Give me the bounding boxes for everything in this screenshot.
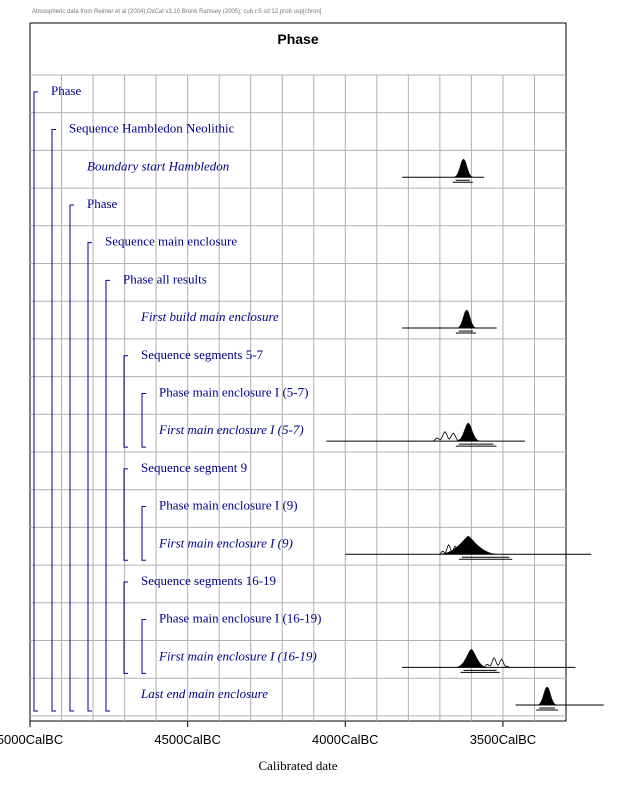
x-tick-label: 4000CalBC: [312, 732, 379, 747]
phase-bracket: [105, 279, 110, 712]
phase-bracket: [123, 355, 128, 448]
row-label: Sequence Hambledon Neolithic: [69, 121, 235, 136]
row-label: Phase main enclosure I (9): [159, 498, 298, 513]
phase-bracket: [123, 468, 128, 561]
phase-bracket: [69, 204, 74, 712]
phase-bracket: [51, 129, 56, 712]
row-label: Sequence segments 5-7: [141, 347, 264, 362]
row-label: Phase all results: [123, 271, 207, 286]
x-tick-label: 5000CalBC: [0, 732, 63, 747]
phase-bracket: [141, 506, 146, 561]
x-tick-label: 4500CalBC: [154, 732, 221, 747]
row-label: First build main enclosure: [140, 309, 279, 324]
phase-bracket: [87, 242, 92, 712]
posterior-distribution: [455, 649, 488, 668]
phase-bracket: [141, 619, 146, 674]
row-label: First main enclosure I (16-19): [158, 648, 317, 663]
posterior-distribution: [537, 686, 558, 706]
posterior-distribution: [453, 158, 474, 178]
row-label: Sequence segment 9: [141, 460, 247, 475]
x-tick-label: 3500CalBC: [470, 732, 537, 747]
phase-bracket: [123, 581, 128, 674]
row-label: Phase: [87, 196, 118, 211]
posterior-distribution: [438, 535, 499, 555]
row-label: Sequence main enclosure: [105, 234, 237, 249]
prior-distribution: [483, 657, 510, 668]
plot-frame: [29, 22, 567, 722]
row-label: Phase main enclosure I (5-7): [159, 384, 308, 399]
phase-bracket: [141, 392, 146, 448]
row-label: Last end main enclosure: [140, 686, 268, 701]
phase-bracket: [33, 91, 38, 712]
row-label: Sequence segments 16-19: [141, 573, 276, 588]
posterior-distribution: [456, 422, 481, 442]
row-label: First main enclosure I (9): [158, 535, 293, 550]
row-label: First main enclosure I (5-7): [158, 422, 304, 437]
chart-title: Phase: [277, 31, 318, 47]
chart-source-note: Atmospheric data from Reimer et al (2004…: [32, 9, 322, 15]
row-label: Phase main enclosure I (16-19): [159, 611, 321, 626]
prior-distribution: [433, 431, 463, 442]
row-label: Phase: [51, 83, 82, 98]
posterior-distribution: [456, 309, 477, 329]
x-axis-label: Calibrated date: [258, 758, 337, 773]
row-label: Boundary start Hambledon: [87, 158, 229, 173]
